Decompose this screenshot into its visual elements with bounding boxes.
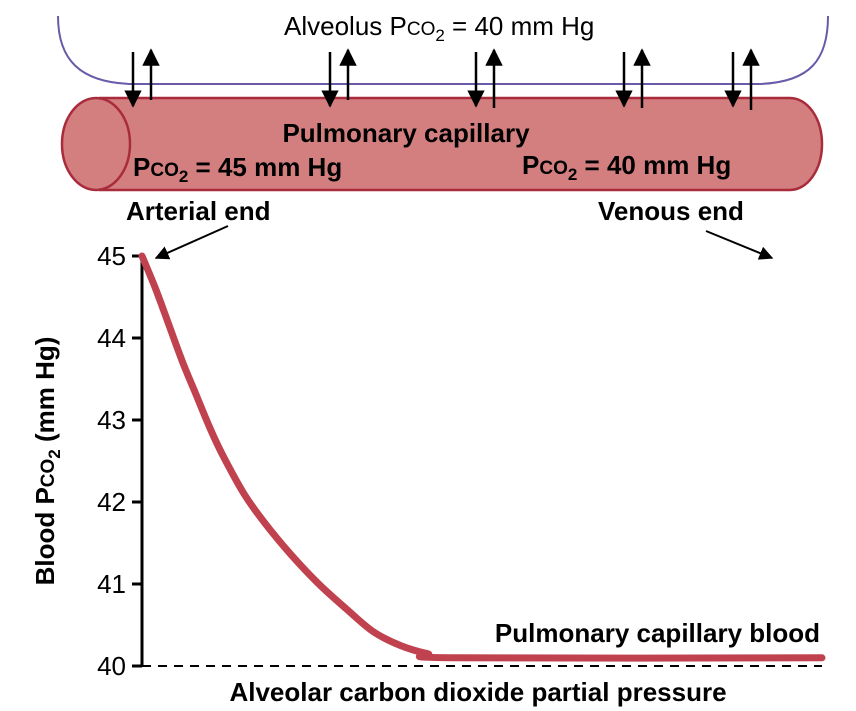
y-axis-label: Blood PCO2 (mm Hg) bbox=[30, 337, 64, 586]
arterial-end-label: Arterial end bbox=[126, 196, 271, 226]
pulmonary-capillary-tube bbox=[60, 96, 824, 192]
venous-end-label: Venous end bbox=[598, 196, 744, 226]
pulmonary-capillary-blood-curve bbox=[138, 252, 826, 662]
y-tick-label: 44 bbox=[97, 323, 126, 353]
pco2-venous-label: PCO2 = 40 mm Hg bbox=[522, 150, 731, 184]
y-tick-label: 41 bbox=[97, 569, 126, 599]
y-ticks: 40 41 42 43 44 45 bbox=[97, 241, 142, 681]
y-tick-label: 40 bbox=[97, 651, 126, 681]
series-label: Pulmonary capillary blood bbox=[495, 618, 820, 648]
exchange-arrows bbox=[124, 48, 760, 110]
y-tick-label: 45 bbox=[97, 241, 126, 271]
y-tick-label: 43 bbox=[97, 405, 126, 435]
capillary-label: Pulmonary capillary bbox=[282, 118, 530, 148]
arterial-end-arrow bbox=[154, 225, 229, 260]
reference-line-label: Alveolar carbon dioxide partial pressure bbox=[229, 677, 726, 707]
alveolus-membrane bbox=[57, 15, 829, 85]
alveolus-pco2-label: Alveolus PCO2 = 40 mm Hg bbox=[284, 11, 594, 45]
pco2-chart: 40 41 42 43 44 45 Pulmonary capillary blood A… bbox=[30, 241, 826, 707]
pco2-arterial-label: PCO2 = 45 mm Hg bbox=[133, 152, 342, 186]
venous-end-arrow bbox=[705, 230, 774, 260]
y-tick-label: 42 bbox=[97, 487, 126, 517]
